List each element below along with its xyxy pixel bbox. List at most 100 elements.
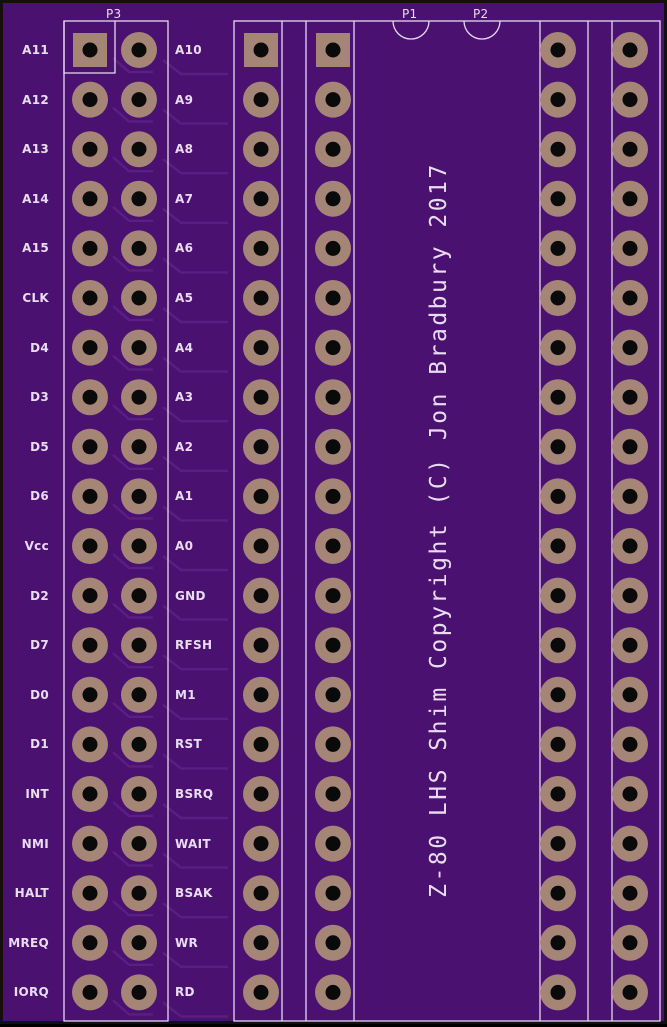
p2-notch — [463, 20, 501, 40]
drill-hole — [622, 290, 638, 306]
drill-hole — [325, 935, 341, 951]
drill-hole — [622, 389, 638, 405]
drill-hole — [82, 935, 98, 951]
pin-label-left: D7 — [30, 638, 49, 652]
pin-label-left: IORQ — [13, 985, 49, 999]
copper-trace — [112, 701, 153, 718]
pin-label-left: Vcc — [24, 539, 49, 553]
drill-hole — [550, 42, 566, 58]
drill-hole — [325, 984, 341, 1000]
pin-label-right: RD — [175, 985, 195, 999]
pin-label-left: NMI — [21, 837, 49, 851]
drill-hole — [131, 340, 147, 356]
drill-hole — [550, 736, 566, 752]
drill-hole — [82, 687, 98, 703]
drill-hole — [131, 687, 147, 703]
copper-trace — [162, 852, 228, 869]
drill-hole — [131, 786, 147, 802]
drill-hole — [325, 191, 341, 207]
drill-hole — [622, 340, 638, 356]
drill-hole — [82, 340, 98, 356]
drill-hole — [253, 439, 269, 455]
pin-label-left: D2 — [30, 589, 49, 603]
drill-hole — [82, 42, 98, 58]
drill-hole — [253, 836, 269, 852]
pin-label-left: D5 — [30, 440, 49, 454]
drill-hole — [253, 588, 269, 604]
drill-hole — [550, 538, 566, 554]
drill-hole — [131, 42, 147, 58]
drill-hole — [325, 687, 341, 703]
drill-hole — [325, 836, 341, 852]
drill-hole — [131, 92, 147, 108]
pin-label-left: A15 — [22, 241, 49, 255]
drill-hole — [325, 290, 341, 306]
drill-hole — [325, 340, 341, 356]
pin-label-right: A7 — [175, 192, 194, 206]
drill-hole — [325, 240, 341, 256]
pin-label-left: D1 — [30, 737, 49, 751]
drill-hole — [253, 488, 269, 504]
pin-label-right: RST — [175, 737, 202, 751]
copper-trace — [112, 900, 153, 917]
drill-hole — [253, 935, 269, 951]
drill-hole — [325, 488, 341, 504]
drill-hole — [622, 92, 638, 108]
copper-trace — [162, 803, 228, 820]
drill-hole — [550, 141, 566, 157]
drill-hole — [253, 637, 269, 653]
copper-trace — [112, 404, 153, 421]
copper-trace — [112, 354, 153, 371]
pin-label-left: A13 — [22, 142, 49, 156]
drill-hole — [550, 786, 566, 802]
drill-hole — [325, 538, 341, 554]
drill-hole — [622, 240, 638, 256]
copper-trace — [162, 555, 228, 572]
drill-hole — [622, 984, 638, 1000]
copper-trace — [112, 57, 153, 74]
pin-label-left: MREQ — [8, 936, 49, 950]
drill-hole — [131, 240, 147, 256]
drill-hole — [622, 588, 638, 604]
drill-hole — [325, 389, 341, 405]
drill-hole — [253, 92, 269, 108]
drill-hole — [253, 538, 269, 554]
pin-label-right: A9 — [175, 93, 194, 107]
drill-hole — [550, 389, 566, 405]
drill-hole — [131, 736, 147, 752]
pin-label-right: GND — [175, 589, 206, 603]
drill-hole — [131, 885, 147, 901]
drill-hole — [550, 92, 566, 108]
drill-hole — [253, 42, 269, 58]
copper-trace — [112, 999, 153, 1016]
copper-trace — [112, 453, 153, 470]
copper-trace — [112, 156, 153, 173]
drill-hole — [622, 42, 638, 58]
drill-hole — [82, 885, 98, 901]
drill-hole — [253, 736, 269, 752]
copper-trace — [162, 455, 228, 472]
ref-p1: P1 — [402, 7, 418, 21]
drill-hole — [550, 637, 566, 653]
pin-label-right: A3 — [175, 390, 194, 404]
copper-trace — [162, 951, 228, 968]
drill-hole — [82, 588, 98, 604]
copper-trace — [162, 902, 228, 919]
copper-trace — [112, 602, 153, 619]
copper-trace — [162, 108, 228, 125]
drill-hole — [82, 389, 98, 405]
copper-trace — [112, 850, 153, 867]
pin-label-right: A10 — [175, 43, 202, 57]
copper-trace — [162, 207, 228, 224]
drill-hole — [550, 836, 566, 852]
socket-outline — [233, 20, 661, 1022]
drill-hole — [325, 736, 341, 752]
pin-label-left: HALT — [14, 886, 49, 900]
drill-hole — [253, 389, 269, 405]
drill-hole — [550, 588, 566, 604]
drill-hole — [325, 786, 341, 802]
copper-trace — [112, 801, 153, 818]
drill-hole — [550, 984, 566, 1000]
drill-hole — [622, 141, 638, 157]
copper-trace — [162, 356, 228, 373]
